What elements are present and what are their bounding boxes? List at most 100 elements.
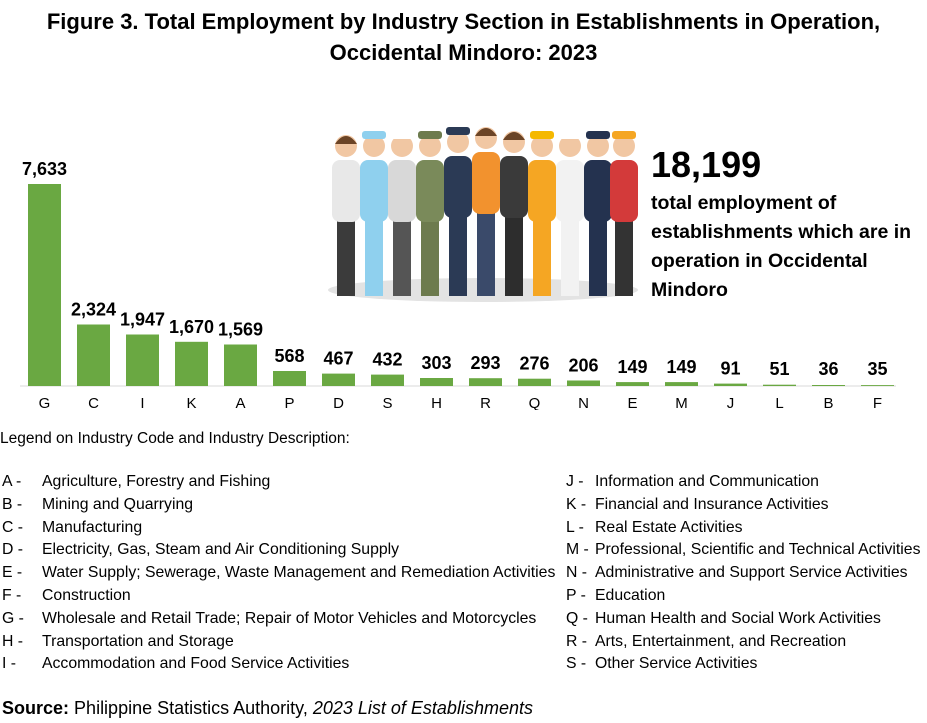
bar-L bbox=[763, 384, 796, 386]
legend-item: N - Administrative and Support Service Ac… bbox=[566, 562, 920, 585]
worker-figure bbox=[360, 131, 388, 296]
data-label-L: 51 bbox=[769, 359, 789, 379]
bar-N bbox=[567, 380, 600, 386]
legend-description: Agriculture, Forestry and Fishing bbox=[42, 473, 271, 490]
data-label-M: 149 bbox=[666, 357, 696, 377]
worker-figure bbox=[610, 131, 638, 296]
legend-code: F - bbox=[2, 586, 22, 604]
legend-description: Financial and Insurance Activities bbox=[595, 495, 829, 513]
bar-Q bbox=[518, 378, 551, 386]
tick-label-L: L bbox=[775, 395, 783, 410]
source-note: Source: Philippine Statistics Authority,… bbox=[2, 698, 533, 719]
legend-description: Electricity, Gas, Steam and Air Conditio… bbox=[42, 541, 400, 559]
source-label: Source: bbox=[2, 698, 70, 718]
legend-description: Wholesale and Retail Trade; Repair of Mo… bbox=[42, 609, 537, 627]
tick-label-M: M bbox=[675, 395, 688, 410]
legend-code: R - bbox=[566, 632, 588, 650]
legend-code: B - bbox=[2, 495, 23, 513]
legend-code: H - bbox=[2, 632, 24, 650]
legend-description: Arts, Entertainment, and Recreation bbox=[595, 632, 847, 650]
tick-label-G: G bbox=[39, 395, 51, 410]
legend-code: P - bbox=[566, 586, 586, 604]
worker-figure bbox=[584, 131, 612, 296]
legend-description: Manufacturing bbox=[42, 518, 143, 536]
legend-code: A - bbox=[2, 473, 22, 490]
legend-description: Accommodation and Food Service Activitie… bbox=[42, 655, 350, 673]
tick-label-A: A bbox=[235, 395, 245, 410]
bar-chart: 7,633 G 2,324 C 1,947 I 1,670 K 1,569 A 568 P 467 D 43… bbox=[20, 159, 896, 410]
tick-label-E: E bbox=[627, 395, 637, 410]
worker-figure bbox=[444, 127, 472, 296]
tick-label-N: N bbox=[578, 395, 589, 410]
source-publication: 2023 List of Establishments bbox=[312, 698, 533, 718]
legend-item: H - Transportation and Storage bbox=[2, 631, 555, 654]
legend-item: L - Real Estate Activities bbox=[566, 517, 920, 540]
legend-right-column: J - Information and Communication K - Finan… bbox=[566, 471, 920, 676]
legend-left-column: A - Agriculture, Forestry and Fishing B - M… bbox=[2, 471, 555, 676]
tick-label-F: F bbox=[873, 395, 882, 410]
tick-label-K: K bbox=[186, 395, 196, 410]
data-label-B: 36 bbox=[818, 359, 838, 379]
legend-code: K - bbox=[566, 495, 587, 513]
worker-figure bbox=[388, 131, 416, 296]
legend-item: D - Electricity, Gas, Steam and Air Condi… bbox=[2, 539, 555, 562]
source-text: Philippine Statistics Authority, bbox=[74, 698, 308, 718]
legend-item: M - Professional, Scientific and Technica… bbox=[566, 539, 920, 562]
legend-item: F - Construction bbox=[2, 585, 555, 608]
bar-B bbox=[812, 385, 845, 386]
bar-C bbox=[77, 324, 110, 386]
legend-item: C - Manufacturing bbox=[2, 517, 555, 540]
worker-figure bbox=[500, 131, 528, 296]
legend-code: C - bbox=[2, 518, 24, 536]
tick-label-I: I bbox=[140, 395, 144, 410]
data-label-F: 35 bbox=[867, 359, 887, 379]
total-employment-description: total employment of establishments which… bbox=[651, 192, 912, 301]
tick-label-B: B bbox=[823, 395, 833, 410]
data-label-P: 568 bbox=[274, 346, 304, 366]
legend-description: Information and Communication bbox=[595, 473, 819, 490]
legend-description: Education bbox=[595, 586, 666, 604]
bar-H bbox=[420, 378, 453, 386]
bar-K bbox=[175, 341, 208, 386]
legend-description: Mining and Quarrying bbox=[42, 495, 194, 513]
legend-code: S - bbox=[566, 655, 587, 673]
worker-figure bbox=[556, 131, 584, 296]
legend-item: R - Arts, Entertainment, and Recreation bbox=[566, 631, 920, 654]
data-label-K: 1,670 bbox=[169, 317, 214, 337]
tick-label-S: S bbox=[382, 395, 392, 410]
bar-P bbox=[273, 371, 306, 386]
worker-figure bbox=[528, 131, 556, 296]
legend-item: Q - Human Health and Social Work Activiti… bbox=[566, 608, 920, 631]
total-employment-value: 18,199 bbox=[651, 144, 762, 185]
legend-description: Water Supply; Sewerage, Waste Management… bbox=[42, 564, 556, 582]
tick-label-D: D bbox=[333, 395, 344, 410]
tick-label-J: J bbox=[727, 395, 735, 410]
legend-item: A - Agriculture, Forestry and Fishing bbox=[2, 471, 555, 494]
data-label-S: 432 bbox=[372, 350, 402, 370]
data-label-C: 2,324 bbox=[71, 300, 116, 320]
legend-description: Real Estate Activities bbox=[595, 518, 743, 536]
legend-item: E - Water Supply; Sewerage, Waste Managem… bbox=[2, 562, 555, 585]
legend-item: P - Education bbox=[566, 585, 920, 608]
tick-label-H: H bbox=[431, 395, 442, 410]
chart-title: Figure 3. Total Employment by Industry S… bbox=[46, 9, 881, 65]
tick-label-P: P bbox=[284, 395, 294, 410]
worker-figure bbox=[416, 131, 444, 296]
legend-item: G - Wholesale and Retail Trade; Repair of… bbox=[2, 608, 555, 631]
legend-code: N - bbox=[566, 564, 588, 582]
bar-G bbox=[28, 184, 61, 386]
legend-code: Q - bbox=[566, 609, 588, 627]
legend-description: Professional, Scientific and Technical A… bbox=[595, 541, 921, 559]
legend-description: Construction bbox=[42, 586, 131, 604]
legend-code: D - bbox=[2, 541, 24, 559]
data-label-D: 467 bbox=[323, 349, 353, 369]
legend-code: G - bbox=[2, 609, 24, 627]
tick-label-C: C bbox=[88, 395, 99, 410]
legend-code: L - bbox=[566, 518, 584, 536]
legend-description: Administrative and Support Service Activ… bbox=[595, 564, 908, 582]
legend-code: M - bbox=[566, 541, 589, 559]
workers-illustration bbox=[328, 127, 638, 302]
legend-item: S - Other Service Activities bbox=[566, 653, 920, 676]
worker-figure bbox=[332, 135, 360, 296]
legend-code: E - bbox=[2, 564, 23, 582]
